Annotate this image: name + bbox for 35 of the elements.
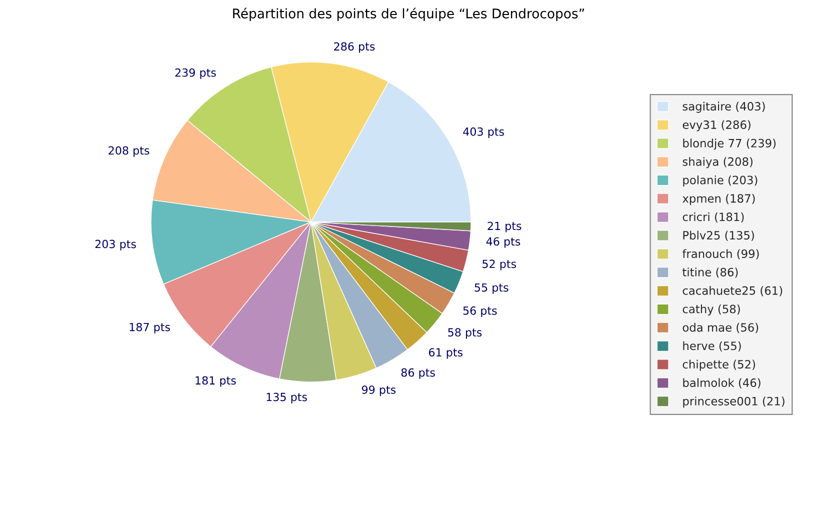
data-label: 61 pts [428, 348, 463, 359]
legend-label: evy31 (286) [682, 120, 750, 132]
data-label: 181 pts [196, 376, 236, 387]
data-label: 99 pts [362, 385, 396, 396]
data-label: 58 pts [448, 328, 482, 339]
legend-label: sagitaire (403) [682, 102, 765, 113]
legend-label: cacahuete25 (61) [682, 286, 782, 296]
data-label: 135 pts [266, 392, 307, 404]
data-label: 403 pts [463, 127, 504, 138]
legend-label: balmolok (46) [683, 378, 760, 388]
chart-title: Répartition des points de l’équipe “Les Dendrocopos” [233, 8, 584, 22]
legend-label: chipette (52) [682, 360, 756, 371]
data-label: 239 pts [175, 68, 216, 79]
legend-label: franouch (99) [682, 249, 759, 260]
legend-label: herve (55) [683, 341, 741, 352]
data-label: 187 pts [130, 322, 170, 334]
legend-label: cricri (181) [682, 212, 744, 223]
legend-label: blondje 77 (239) [683, 138, 776, 150]
data-label: 56 pts [463, 306, 497, 317]
data-label: 52 pts [482, 260, 516, 270]
data-label: 286 pts [334, 42, 375, 53]
data-label: 46 pts [486, 237, 520, 248]
data-label: 203 pts [95, 240, 136, 250]
legend-label: princesse001 (21) [683, 396, 784, 408]
data-label: 55 pts [474, 283, 508, 294]
legend-label: shaiya (208) [682, 157, 752, 168]
legend-label: polanie (203) [683, 176, 758, 187]
data-label: 208 pts [108, 146, 150, 157]
legend-label: xpmen (187) [682, 194, 755, 205]
legend-label: oda mae (56) [682, 322, 758, 334]
data-label: 21 pts [488, 222, 522, 232]
legend-label: cathy (58) [682, 304, 740, 316]
legend-label: titine (86) [682, 268, 738, 278]
legend-label: Pblv25 (135) [683, 230, 754, 241]
data-label: 86 pts [401, 368, 435, 379]
